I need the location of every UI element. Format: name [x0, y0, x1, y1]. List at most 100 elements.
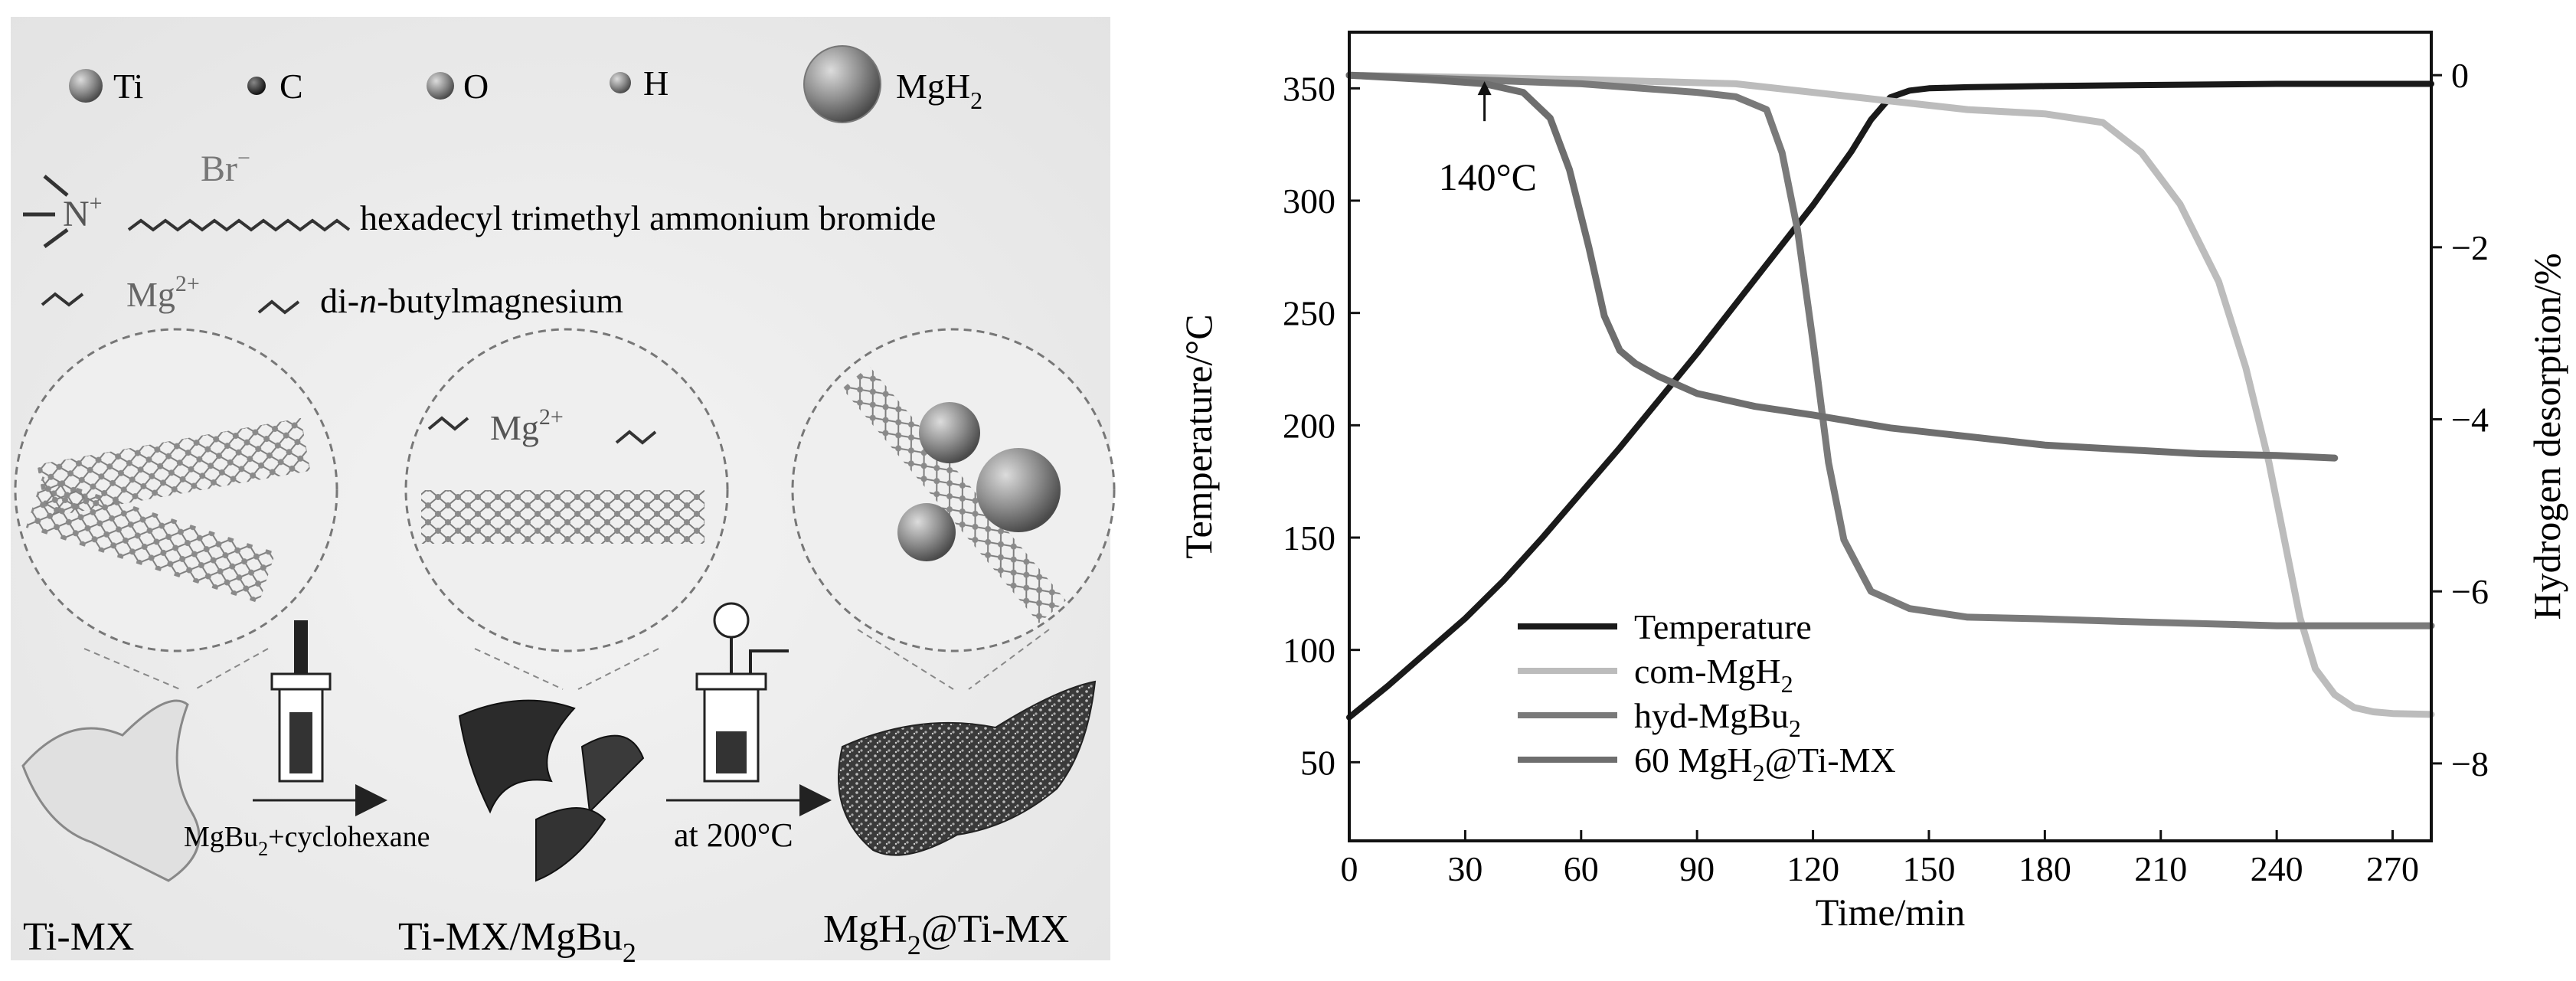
- y-left-tick-label: 100: [1283, 631, 1335, 670]
- legend-entry: hyd-MgBu2: [1634, 696, 1801, 742]
- mxene-layer-icon: [421, 490, 704, 544]
- mg-charge: 2+: [175, 271, 200, 296]
- y-axis-label-left: Temperature/°C: [1177, 314, 1220, 558]
- ti-mx-flake-icon: [21, 699, 201, 882]
- step2-label: at 200°C: [674, 816, 793, 854]
- mxene-layer-icon: [37, 417, 311, 518]
- legend-entry: 60 MgH2@Ti-MX: [1634, 741, 1896, 786]
- plot-frame: [1348, 31, 2433, 842]
- autoclave-2-icon: [695, 602, 789, 783]
- zoom-mg-label: Mg: [490, 408, 539, 447]
- legend-o: O: [463, 67, 489, 106]
- x-tick-label: 90: [1679, 849, 1715, 888]
- y-left-tick-label: 50: [1300, 743, 1335, 782]
- step1-sub: 2: [258, 838, 268, 860]
- product-ti-mx: Ti-MX: [23, 915, 135, 959]
- butyl-chain-icon: [615, 430, 657, 445]
- synthesis-scheme: Ti C O H MgH2 N+ Br− hexadecyl trimethyl…: [11, 17, 1116, 968]
- legend-label-sub: 2: [1753, 759, 1765, 786]
- ti-mx-mgbu2-flake-icon: [580, 734, 645, 814]
- zoom-circle-ti-mx: [14, 328, 338, 690]
- svg-text:Mg2+: Mg2+: [490, 404, 564, 447]
- y-axis-label-right: Hydrogen desorption/%: [2525, 253, 2568, 620]
- y-left-tick-label: 150: [1283, 518, 1335, 558]
- y-left-tick-label: 350: [1283, 69, 1335, 108]
- step1-label: MgBu: [184, 821, 258, 853]
- legend-label: 60 MgH: [1634, 741, 1753, 780]
- x-tick-label: 120: [1787, 849, 1839, 888]
- y-right-tick-label: −6: [2451, 572, 2489, 611]
- c-atom-icon: [247, 77, 266, 95]
- ctab-molecule: N+ Br− hexadecyl trimethyl ammonium brom…: [23, 146, 936, 249]
- legend-mgh2-sub: 2: [970, 87, 982, 114]
- ti-mx-mgbu2-flake-icon: [535, 807, 606, 882]
- mxene-layer-icon: [25, 476, 276, 603]
- svg-text:di-n-butylmagnesium: di-n-butylmagnesium: [320, 281, 623, 320]
- mgbu2-desc-prefix: di-: [320, 281, 359, 320]
- legend-label-sub: 2: [1781, 670, 1793, 698]
- mg-label: Mg: [126, 275, 175, 314]
- mgh2-particle-icon: [976, 448, 1061, 532]
- x-tick-label: 270: [2366, 849, 2419, 888]
- butyl-chain-icon: [41, 292, 84, 307]
- legend-label: com-MgH: [1634, 652, 1781, 691]
- svg-text:MgH2@Ti-MX: MgH2@Ti-MX: [823, 907, 1069, 960]
- mxene-layer-icon: [842, 365, 1067, 623]
- product-mgh2-ti-mx-rest: @Ti-MX: [921, 907, 1069, 951]
- product-ti-mx-mgbu2: Ti-MX/MgBu: [398, 915, 623, 959]
- br-charge: −: [237, 146, 250, 171]
- zoom-mg-charge: 2+: [539, 404, 564, 430]
- mgh2-particle-icon: [919, 402, 980, 463]
- legend-label: Temperature: [1634, 607, 1812, 646]
- legend-label-rest: @Ti-MX: [1765, 741, 1896, 780]
- n-label: N: [63, 194, 90, 234]
- series-line-1: [1345, 71, 2435, 718]
- chart-series: [1345, 71, 2435, 721]
- br-label: Br: [201, 149, 237, 189]
- legend-mgh2: MgH: [896, 67, 970, 106]
- series-line-3: [1345, 71, 2339, 462]
- legend-entry: com-MgH2: [1634, 652, 1793, 698]
- x-tick-label: 0: [1341, 849, 1358, 888]
- butyl-chain-icon: [427, 416, 469, 431]
- legend-label-sub: 2: [1789, 714, 1801, 742]
- legend-ti: Ti: [113, 67, 143, 106]
- o-atom-icon: [427, 72, 454, 100]
- annotation-arrow-head-icon: [1477, 81, 1492, 96]
- ctab-description: hexadecyl trimethyl ammonium bromide: [360, 198, 936, 237]
- y-left-tick-label: 200: [1283, 406, 1335, 445]
- x-axis-label: Time/min: [1816, 891, 1965, 934]
- x-tick-label: 30: [1447, 849, 1483, 888]
- y-left-tick-label: 300: [1283, 181, 1335, 221]
- svg-text:N+: N+: [63, 191, 103, 234]
- legend-h: H: [643, 64, 669, 103]
- x-tick-label: 210: [2134, 849, 2187, 888]
- ti-mx-mgbu2-flake-icon: [458, 699, 576, 814]
- series-line-0: [1346, 80, 2434, 721]
- pressure-gauge-icon: [713, 602, 750, 639]
- product-ti-mx-mgbu2-sub: 2: [623, 937, 636, 968]
- y-right-tick-label: −2: [2451, 228, 2489, 267]
- atom-legend: Ti C O H MgH2: [69, 45, 982, 123]
- svg-text:MgH2: MgH2: [896, 67, 982, 114]
- zoom-circle-ti-mx-mgbu2: Mg2+: [404, 328, 729, 690]
- x-tick-label: 60: [1564, 849, 1599, 888]
- y-left-tick-label: 250: [1283, 294, 1335, 333]
- x-tick-label: 150: [1902, 849, 1955, 888]
- annotation-140c: 140°C: [1439, 81, 1537, 198]
- series-line-2: [1345, 71, 2435, 629]
- x-tick-label: 240: [2251, 849, 2303, 888]
- annotation-label: 140°C: [1439, 155, 1537, 198]
- desorption-chart: 0 30 60 90 120 150 180 210 240 270 50 100 150 200 250 3…: [1177, 31, 2568, 934]
- svg-text:MgBu2+cyclohexane: MgBu2+cyclohexane: [184, 821, 430, 860]
- legend-entry: Temperature: [1634, 607, 1812, 646]
- x-tick-label: 180: [2019, 849, 2071, 888]
- svg-text:Mg2+: Mg2+: [126, 271, 200, 314]
- y-right-tick-label: −4: [2451, 401, 2489, 440]
- h-atom-icon: [610, 72, 631, 93]
- mgbu2-desc-italic: n: [359, 281, 377, 320]
- butyl-chain-icon: [257, 299, 300, 315]
- alkyl-chain-icon: [127, 218, 351, 232]
- y-right-tick-label: −8: [2451, 744, 2489, 783]
